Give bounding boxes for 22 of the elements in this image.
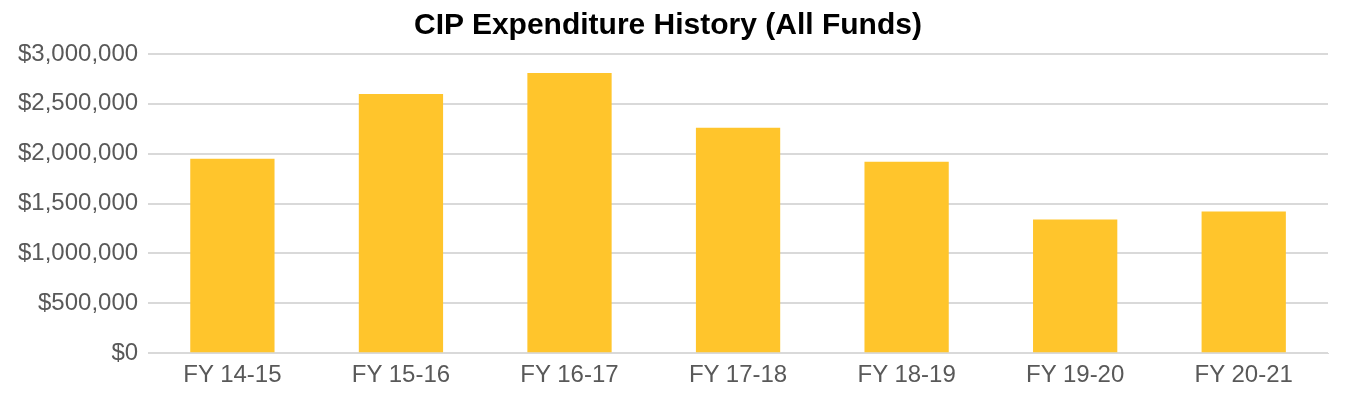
y-tick-label: $2,500,000 [17,88,139,116]
y-tick-label: $3,000,000 [17,38,139,66]
bar [190,158,275,353]
bar [695,127,781,353]
y-tick-label: $1,000,000 [17,238,139,266]
y-tick-label: $500,000 [38,287,139,315]
bar [358,93,444,353]
x-tick-label: FY 14-15 [183,360,282,388]
bar [527,72,612,353]
y-tick-label: $0 [111,337,139,365]
x-tick-label: FY 17-18 [688,360,788,388]
y-tick-label: $2,000,000 [17,138,139,166]
bar [1033,219,1118,353]
y-tick-label: $1,500,000 [17,188,139,216]
bar [1201,211,1286,353]
x-tick-label: FY 16-17 [520,360,619,388]
x-tick-label: FY 15-16 [351,360,451,388]
bar [864,161,949,353]
chart-title: CIP Expenditure History (All Funds) [414,7,922,41]
x-tick-label: FY 19-20 [1026,360,1125,388]
x-tick-label: FY 20-21 [1194,360,1293,388]
x-tick-label: FY 18-19 [857,360,956,388]
